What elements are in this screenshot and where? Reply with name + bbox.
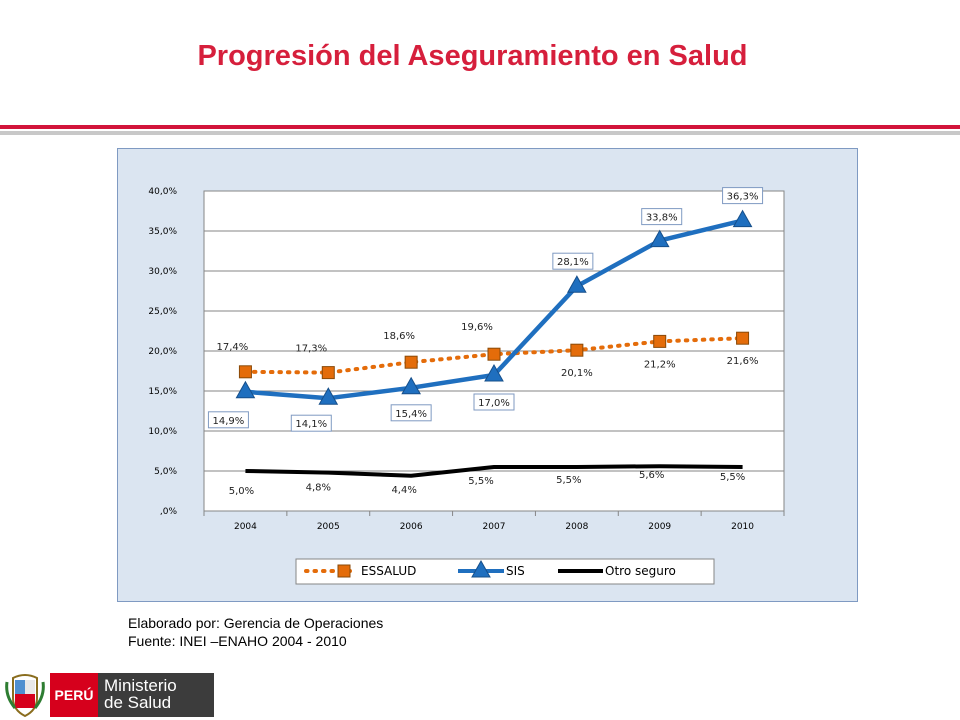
sis-point bbox=[567, 275, 587, 293]
legend-otro-seguro-label: Otro seguro bbox=[605, 564, 676, 578]
legend-essalud-marker bbox=[337, 564, 351, 578]
essalud-data-label: 20,1% bbox=[561, 368, 593, 379]
y-tick-label: 20,0% bbox=[148, 347, 177, 357]
y-tick-label: 30,0% bbox=[148, 267, 177, 277]
slide-title: Progresión del Aseguramiento en Salud bbox=[197, 40, 748, 72]
credit-block: Elaborado por: Gerencia de Operaciones F… bbox=[128, 614, 383, 650]
logo-ministry: Ministerio de Salud bbox=[98, 673, 214, 717]
sis-data-label: 33,8% bbox=[646, 213, 678, 224]
x-tick-label: 2008 bbox=[565, 522, 588, 532]
x-tick-label: 2005 bbox=[317, 522, 340, 532]
otro-seguro-data-label: 4,4% bbox=[391, 485, 416, 496]
y-tick-label: ,0% bbox=[160, 507, 178, 517]
x-tick-label: 2009 bbox=[648, 522, 671, 532]
sis-data-label: 15,4% bbox=[395, 409, 427, 420]
essalud-data-label: 21,6% bbox=[727, 356, 759, 367]
y-tick-label: 15,0% bbox=[148, 387, 177, 397]
sis-point bbox=[649, 229, 670, 248]
sis-data-label: 14,9% bbox=[213, 416, 245, 427]
sis-data-label-box bbox=[473, 393, 515, 411]
header-rule-gray bbox=[0, 131, 960, 135]
essalud-data-label: 17,3% bbox=[295, 344, 327, 355]
essalud-point bbox=[404, 355, 418, 369]
logo-ministry-line1: Ministerio bbox=[104, 676, 177, 695]
credit-source: Fuente: INEI –ENAHO 2004 - 2010 bbox=[128, 633, 347, 649]
essalud-point bbox=[570, 343, 584, 357]
chart-legend: ESSALUD SIS Otro seguro bbox=[295, 558, 715, 585]
logo-peru: PERÚ bbox=[50, 673, 98, 717]
sis-point bbox=[401, 376, 421, 395]
essalud-data-label: 17,4% bbox=[217, 342, 249, 353]
legend-box bbox=[295, 558, 715, 585]
sis-data-label-box bbox=[207, 411, 249, 429]
legend-essalud-label: ESSALUD bbox=[361, 564, 416, 578]
y-tick-label: 25,0% bbox=[148, 307, 177, 317]
sis-data-label-box bbox=[722, 187, 764, 205]
y-tick-label: 10,0% bbox=[148, 427, 177, 437]
credit-author: Elaborado por: Gerencia de Operaciones bbox=[128, 615, 384, 631]
y-tick-label: 5,0% bbox=[154, 467, 177, 477]
essalud-point bbox=[321, 366, 335, 380]
essalud-data-label: 21,2% bbox=[644, 359, 676, 370]
y-tick-label: 40,0% bbox=[148, 187, 177, 197]
x-tick-label: 2004 bbox=[234, 522, 257, 532]
header-rule-red bbox=[0, 125, 960, 129]
sis-point bbox=[235, 380, 256, 399]
sis-point bbox=[318, 387, 339, 405]
otro-seguro-data-label: 5,5% bbox=[556, 475, 581, 486]
otro-seguro-data-label: 5,0% bbox=[229, 486, 254, 497]
essalud-data-label: 19,6% bbox=[461, 322, 493, 333]
x-tick-label: 2010 bbox=[731, 522, 754, 532]
x-tick-label: 2006 bbox=[400, 522, 423, 532]
series-otro-seguro-line bbox=[245, 464, 743, 478]
essalud-point bbox=[736, 331, 750, 345]
legend-sis-marker bbox=[471, 559, 491, 578]
sis-data-label-box bbox=[290, 414, 332, 432]
essalud-point bbox=[653, 334, 667, 348]
essalud-point bbox=[487, 347, 501, 361]
sis-data-label-box bbox=[390, 404, 432, 422]
sis-data-label-box bbox=[552, 252, 594, 270]
essalud-point bbox=[238, 365, 252, 379]
y-tick-label: 35,0% bbox=[148, 227, 177, 237]
otro-seguro-data-label: 5,5% bbox=[468, 476, 493, 487]
coat-of-arms-icon bbox=[5, 674, 45, 718]
otro-seguro-data-label: 5,6% bbox=[639, 470, 664, 481]
line-chart: ,0% 5,0% 10,0% 15,0% 20,0% 25,0% 30,0% 35,0% 40,… bbox=[148, 187, 785, 585]
sis-data-label: 17,0% bbox=[478, 398, 510, 409]
essalud-data-label: 18,6% bbox=[383, 331, 415, 342]
otro-seguro-data-label: 5,5% bbox=[720, 472, 745, 483]
logo-ministry-line2: de Salud bbox=[104, 693, 172, 712]
otro-seguro-data-label: 4,8% bbox=[306, 483, 331, 494]
sis-point bbox=[484, 363, 504, 382]
sis-data-label: 14,1% bbox=[295, 419, 327, 430]
x-tick-label: 2007 bbox=[483, 522, 506, 532]
sis-data-label: 28,1% bbox=[557, 257, 589, 268]
sis-data-label: 36,3% bbox=[727, 192, 759, 203]
legend-sis-label: SIS bbox=[506, 564, 525, 578]
sis-data-label-box bbox=[641, 208, 683, 226]
chart-panel: ,0% 5,0% 10,0% 15,0% 20,0% 25,0% 30,0% 35,0% 40,… bbox=[117, 148, 858, 602]
sis-point bbox=[732, 209, 753, 228]
